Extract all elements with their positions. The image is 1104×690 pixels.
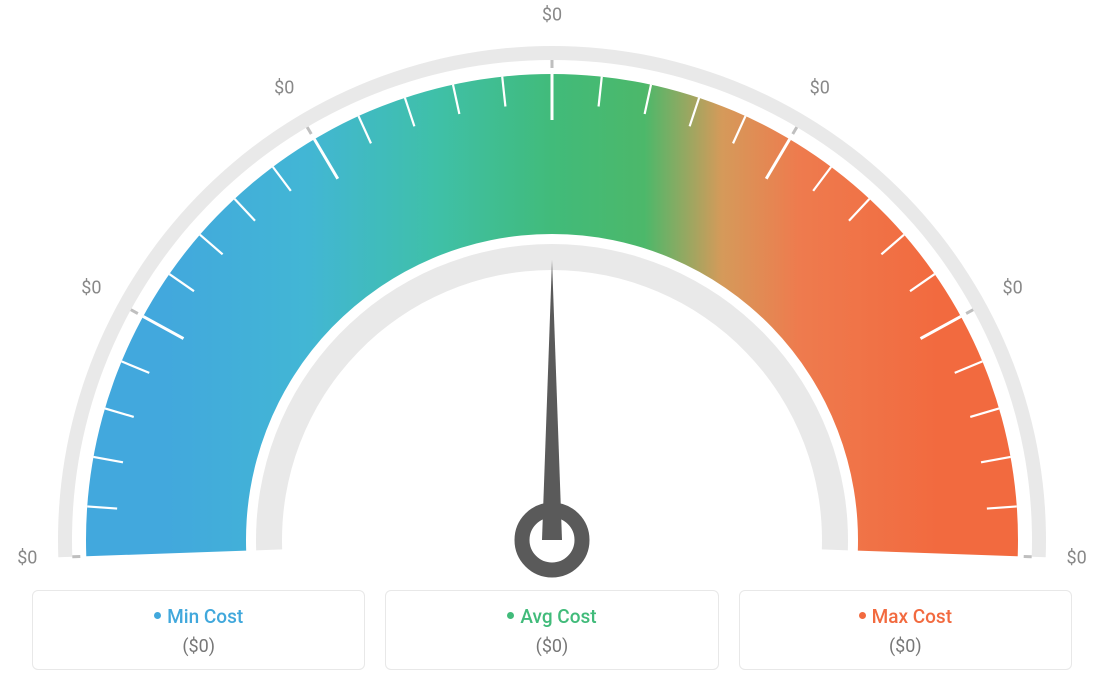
legend-title-min: Min Cost — [33, 605, 364, 628]
legend-value-min: ($0) — [33, 636, 364, 657]
legend-value-avg: ($0) — [386, 636, 717, 657]
legend-card-max: Max Cost ($0) — [739, 590, 1072, 670]
legend-title-max: Max Cost — [740, 605, 1071, 628]
legend-label: Avg Cost — [520, 605, 596, 628]
gauge-tick-label: $0 — [1067, 548, 1087, 569]
gauge-tick-label: $0 — [17, 548, 37, 569]
gauge-svg — [0, 0, 1104, 580]
legend-card-min: Min Cost ($0) — [32, 590, 365, 670]
dot-icon — [859, 612, 866, 619]
gauge-tick-label: $0 — [542, 5, 562, 26]
legend-title-avg: Avg Cost — [386, 605, 717, 628]
legend-card-avg: Avg Cost ($0) — [385, 590, 718, 670]
gauge-tick-label: $0 — [1003, 278, 1023, 299]
dot-icon — [154, 612, 161, 619]
dot-icon — [507, 612, 514, 619]
legend-label: Min Cost — [167, 605, 243, 628]
legend-value-max: ($0) — [740, 636, 1071, 657]
gauge-tick-label: $0 — [81, 278, 101, 299]
gauge-tick-label: $0 — [274, 78, 294, 99]
gauge-chart: $0 $0 $0 $0 $0 $0 $0 — [0, 0, 1104, 580]
gauge-tick-label: $0 — [810, 78, 830, 99]
legend-label: Max Cost — [872, 605, 952, 628]
legend-row: Min Cost ($0) Avg Cost ($0) Max Cost ($0… — [32, 590, 1072, 670]
